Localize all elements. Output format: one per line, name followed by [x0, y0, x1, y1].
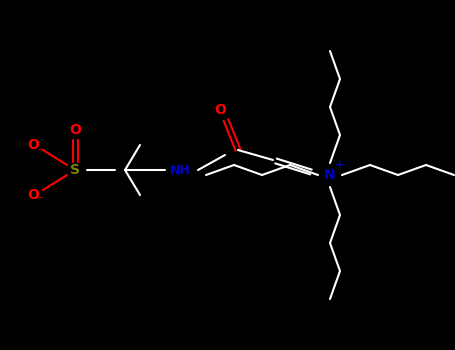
Text: O: O [214, 103, 226, 117]
Text: S: S [70, 163, 80, 177]
Text: ⁻: ⁻ [37, 195, 43, 205]
Text: O: O [69, 123, 81, 137]
Text: ⁻: ⁻ [37, 147, 43, 157]
Text: O: O [27, 138, 39, 152]
Text: +: + [335, 160, 344, 170]
Text: N: N [324, 168, 336, 182]
Text: NH: NH [170, 163, 190, 176]
Text: O: O [27, 188, 39, 202]
